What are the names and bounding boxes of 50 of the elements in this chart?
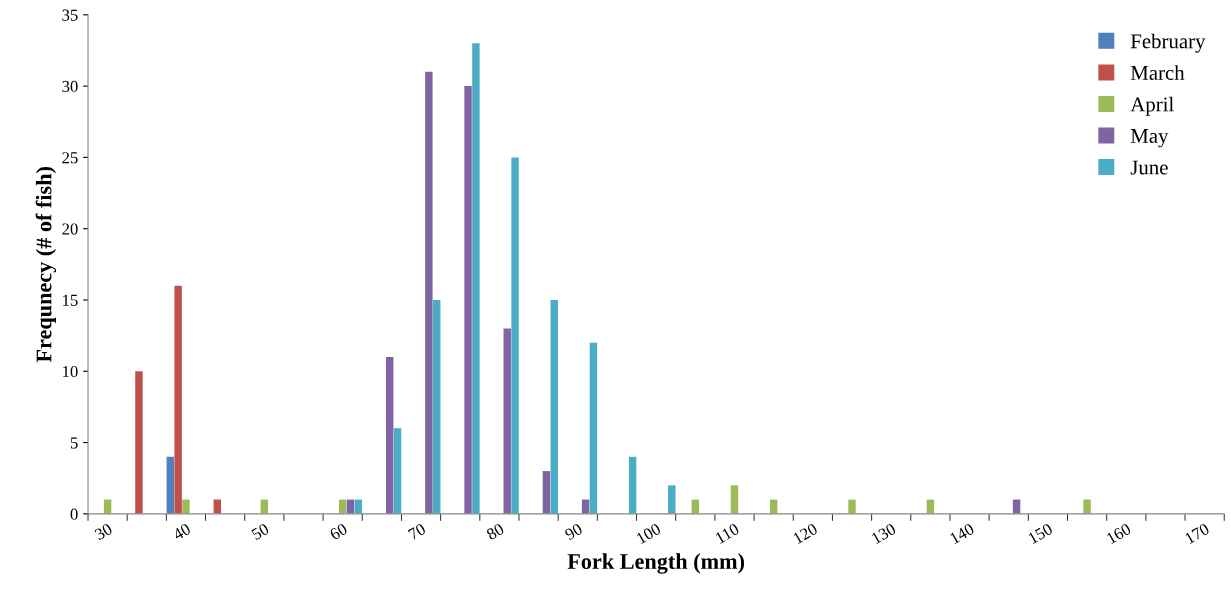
bar: [628, 456, 637, 514]
bar: [848, 499, 856, 514]
legend-label: February: [1130, 33, 1206, 53]
legend-label: June: [1130, 160, 1168, 175]
x-tick-label: 160: [1106, 522, 1132, 545]
y-tick-label: 10: [63, 365, 78, 378]
x-tick-label: 170: [1184, 522, 1210, 545]
bar: [472, 43, 480, 514]
x-tick-label: 130: [871, 522, 897, 545]
bar: [589, 342, 598, 514]
y-tick-label: 25: [62, 152, 78, 164]
x-tick-label: 140: [949, 522, 975, 545]
bar: [511, 157, 519, 514]
y-tick-label: 20: [62, 223, 78, 235]
x-axis-title: Fork Length (mm): [567, 553, 745, 574]
y-tick-label: 15: [63, 294, 78, 306]
x-tick-label: 40: [172, 522, 192, 541]
bar: [166, 456, 175, 514]
bar: [432, 299, 441, 514]
bar: [182, 499, 190, 514]
x-tick-label: 150: [1027, 522, 1054, 545]
x-tick-label: 120: [792, 522, 819, 545]
bar: [730, 485, 739, 514]
bar: [1083, 499, 1091, 514]
bar: [385, 357, 394, 514]
y-axis-title: Frequnecy (# of fish): [35, 167, 57, 363]
x-tick-label: 70: [407, 522, 427, 541]
bar: [503, 328, 511, 514]
bar: [174, 285, 182, 514]
bar: [464, 86, 472, 514]
y-tick-label: 5: [70, 437, 78, 449]
y-tick-label: 30: [62, 80, 78, 93]
x-tick-label: 50: [250, 522, 270, 541]
bar: [542, 471, 551, 514]
bar: [135, 371, 143, 514]
y-tick-label: 35: [62, 9, 78, 21]
x-tick-label: 90: [564, 522, 584, 541]
x-tick-label: 60: [329, 522, 348, 541]
bar: [668, 485, 676, 514]
bar: [550, 299, 558, 514]
x-tick-label: 100: [635, 522, 662, 545]
x-tick-label: 30: [94, 522, 113, 541]
y-tick-label: 0: [70, 508, 78, 520]
legend-label: March: [1130, 65, 1185, 80]
x-tick-label: 80: [485, 522, 505, 541]
bar: [393, 428, 402, 514]
bar: [425, 71, 433, 514]
x-tick-label: 110: [714, 522, 740, 544]
legend-label: April: [1130, 96, 1174, 116]
legend-label: May: [1130, 129, 1169, 148]
